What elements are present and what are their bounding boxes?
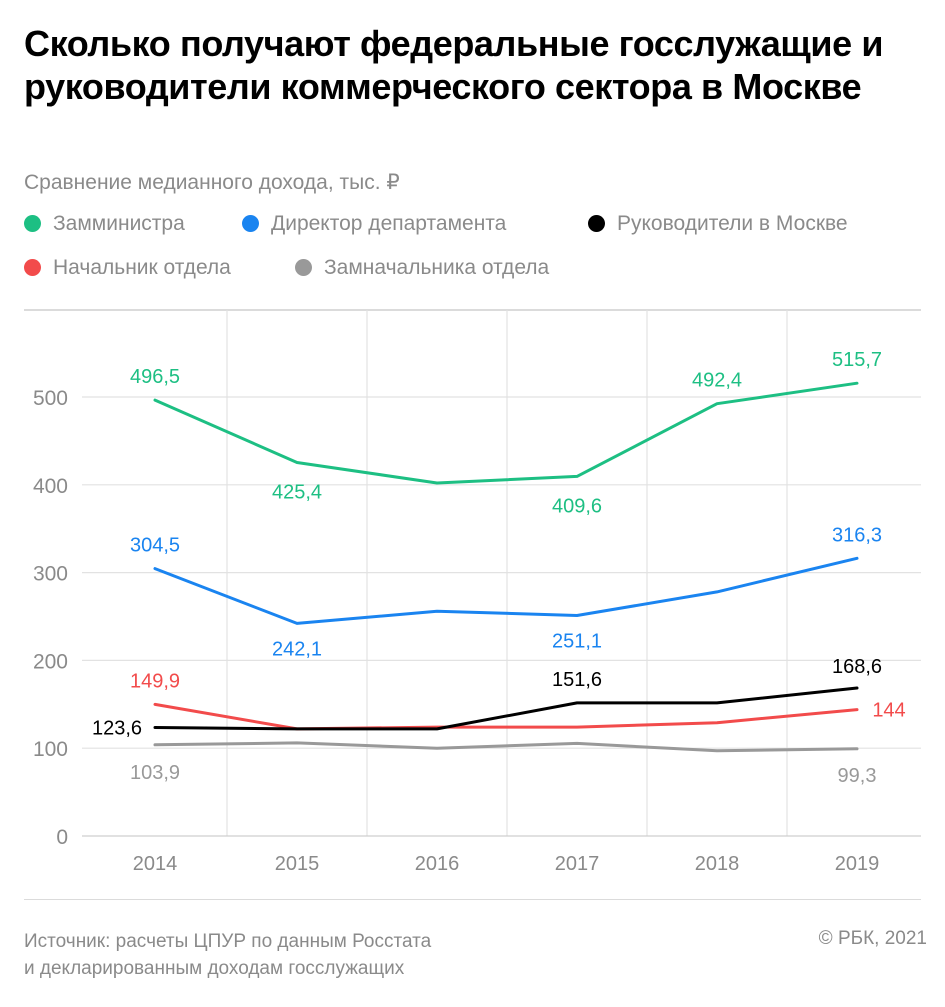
series-line-4 bbox=[153, 741, 859, 753]
legend-item-deputy-head: Замначальника отдела bbox=[295, 256, 549, 280]
legend-item-department-head: Начальник отдела bbox=[24, 256, 231, 280]
legend-dot-icon bbox=[588, 215, 605, 232]
series-line-0 bbox=[153, 381, 859, 485]
legend-dot-icon bbox=[24, 259, 41, 276]
y-tick-label: 300 bbox=[33, 563, 68, 586]
data-label: 425,4 bbox=[272, 481, 322, 503]
legend-dot-icon bbox=[242, 215, 259, 232]
data-label: 496,5 bbox=[130, 366, 180, 388]
source-line-2: и декларированным доходам госслужащих bbox=[24, 958, 405, 979]
chart-subtitle: Сравнение медианного дохода, тыс. ₽ bbox=[24, 171, 400, 194]
x-tick-label: 2018 bbox=[695, 853, 740, 875]
data-label: 515,7 bbox=[832, 349, 882, 371]
legend-label: Замминистра bbox=[53, 212, 185, 235]
data-label: 409,6 bbox=[552, 495, 602, 517]
data-label: 251,1 bbox=[552, 631, 602, 653]
x-tick-label: 2016 bbox=[415, 853, 460, 875]
data-label: 492,4 bbox=[692, 370, 742, 392]
y-tick-label: 200 bbox=[33, 650, 68, 673]
legend-item-zamministra: Замминистра bbox=[24, 212, 185, 236]
data-label: 151,6 bbox=[552, 669, 602, 691]
legend-item-director: Директор департамента bbox=[242, 212, 506, 236]
x-tick-label: 2014 bbox=[133, 853, 178, 875]
y-tick-label: 100 bbox=[33, 738, 68, 761]
y-tick-label: 500 bbox=[33, 387, 68, 410]
data-label: 168,6 bbox=[832, 656, 882, 678]
legend-label: Руководители в Москве bbox=[617, 212, 848, 235]
series-line-2 bbox=[153, 686, 859, 731]
series-line-1 bbox=[153, 556, 859, 625]
y-tick-label: 400 bbox=[33, 475, 68, 498]
data-label: 144 bbox=[872, 700, 905, 722]
legend-label: Начальник отдела bbox=[53, 256, 231, 279]
chart-title: Сколько получают федеральные госслужащие… bbox=[24, 23, 884, 107]
legend-dot-icon bbox=[24, 215, 41, 232]
data-label: 123,6 bbox=[92, 717, 142, 739]
y-tick-label: 0 bbox=[56, 826, 68, 849]
x-tick-label: 2015 bbox=[275, 853, 320, 875]
data-label: 149,9 bbox=[130, 670, 180, 692]
data-label: 103,9 bbox=[130, 762, 180, 784]
data-label: 304,5 bbox=[130, 535, 180, 557]
legend-label: Директор департамента bbox=[271, 212, 507, 235]
source-note: Источник: расчеты ЦПУР по данным Росстат… bbox=[24, 928, 431, 982]
line-chart: 0 100 200 300 400 500 2014 2015 2016 2017 2018 2019… bbox=[24, 309, 921, 900]
legend-item-moscow-managers: Руководители в Москве bbox=[588, 212, 848, 236]
x-tick-label: 2019 bbox=[835, 853, 880, 875]
source-line-1: Источник: расчеты ЦПУР по данным Росстат… bbox=[24, 931, 432, 952]
legend-label: Замначальника отдела bbox=[324, 256, 550, 279]
data-label: 99,3 bbox=[838, 765, 877, 787]
legend-dot-icon bbox=[295, 259, 312, 276]
x-tick-label: 2017 bbox=[555, 853, 600, 875]
data-label: 242,1 bbox=[272, 638, 322, 660]
copyright: © РБК, 2021 bbox=[818, 928, 927, 949]
series-line-3 bbox=[153, 702, 859, 731]
data-label: 316,3 bbox=[832, 524, 882, 546]
